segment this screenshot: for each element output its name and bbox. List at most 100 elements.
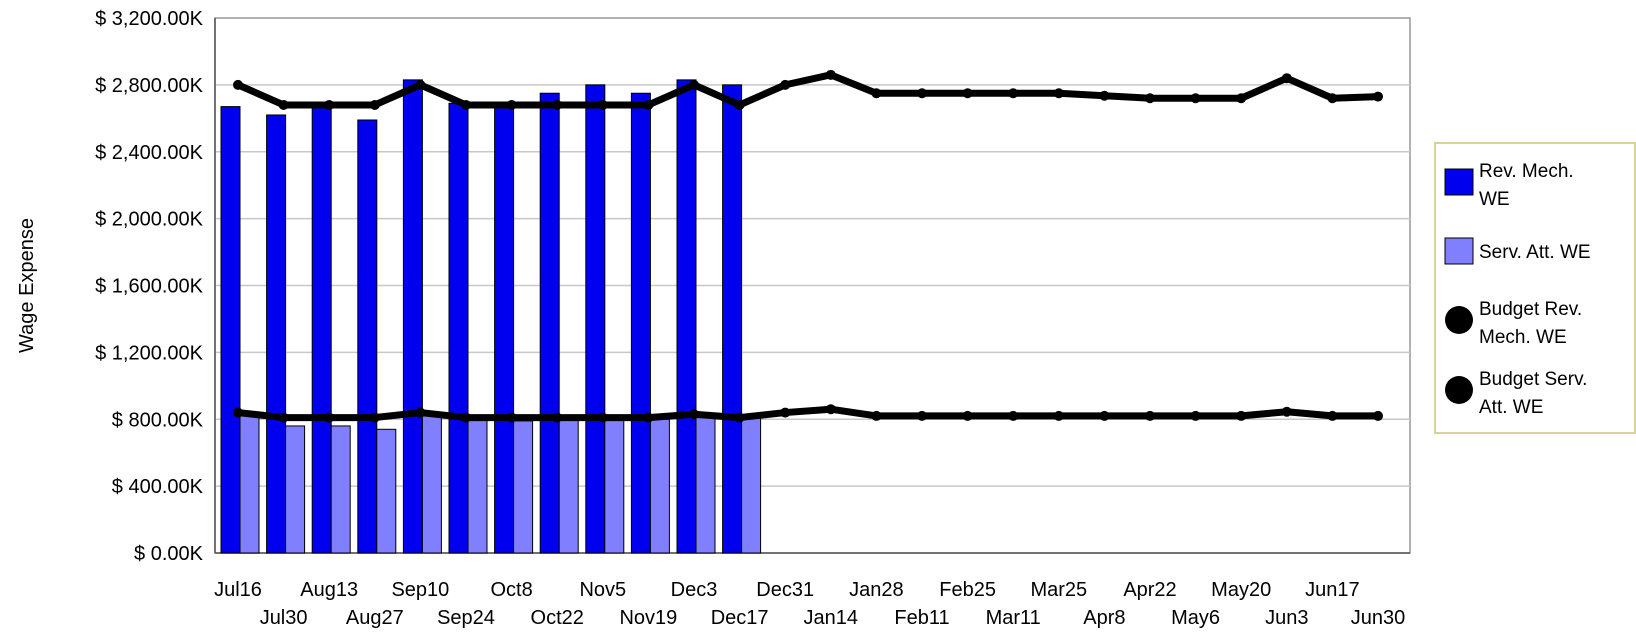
bar-rev-mech <box>722 84 743 554</box>
point-budget-rev-mech <box>689 79 699 90</box>
point-budget-serv-att <box>461 412 471 423</box>
bar-serv-att <box>513 420 534 554</box>
x-tick-label: Feb11 <box>894 607 949 629</box>
legend-label: Budget Rev. <box>1479 299 1582 320</box>
point-budget-serv-att <box>1053 410 1064 421</box>
legend-label: Serv. Att. WE <box>1479 242 1591 263</box>
point-budget-rev-mech <box>369 99 380 110</box>
bar-rev-mech <box>630 92 651 554</box>
point-budget-rev-mech <box>643 99 654 110</box>
point-budget-serv-att <box>415 407 426 418</box>
point-budget-rev-mech <box>278 99 289 110</box>
point-budget-rev-mech <box>962 88 973 99</box>
x-tick-label: Mar25 <box>1030 579 1087 601</box>
point-budget-serv-att <box>369 412 380 423</box>
x-tick-label: Dec17 <box>711 607 769 629</box>
x-tick-label: Jan14 <box>804 607 859 629</box>
bar-rev-mech <box>676 79 697 554</box>
x-tick-label: Jul30 <box>260 607 308 629</box>
x-tick-label: Mar11 <box>986 607 1041 629</box>
x-tick-label: Jun30 <box>1351 607 1406 629</box>
x-tick-label: Sep24 <box>437 607 495 629</box>
point-budget-rev-mech <box>552 99 563 110</box>
x-tick-label: Aug13 <box>300 579 358 601</box>
legend-label: WE <box>1479 189 1510 210</box>
legend-label: Att. WE <box>1479 397 1543 418</box>
legend-label: Budget Serv. <box>1479 369 1587 390</box>
y-tick-label: $ 0.00K <box>134 543 204 565</box>
point-budget-rev-mech <box>461 99 471 110</box>
point-budget-rev-mech <box>415 79 426 90</box>
bar-serv-att <box>376 428 397 554</box>
bar-serv-att <box>558 418 579 554</box>
point-budget-rev-mech <box>233 79 243 90</box>
point-budget-rev-mech <box>780 79 791 90</box>
point-budget-serv-att <box>1281 406 1292 417</box>
x-tick-label: Jan28 <box>849 579 904 601</box>
point-budget-serv-att <box>962 410 973 421</box>
point-budget-rev-mech <box>506 99 517 110</box>
point-budget-serv-att <box>1008 410 1019 421</box>
y-tick-label: $ 2,400.00K <box>95 142 204 164</box>
point-budget-rev-mech <box>917 88 927 99</box>
bar-serv-att <box>239 415 260 554</box>
point-budget-serv-att <box>1190 410 1201 421</box>
y-tick-label: $ 800.00K <box>112 409 204 431</box>
bar-rev-mech <box>266 114 287 554</box>
line-budget-serv-att <box>234 405 1382 422</box>
x-tick-label: Nov5 <box>579 579 626 601</box>
point-budget-serv-att <box>1099 410 1110 421</box>
bar-rev-mech <box>585 84 606 554</box>
x-tick-label: Dec3 <box>671 579 718 601</box>
legend-swatch <box>1444 237 1474 265</box>
point-budget-serv-att <box>825 404 836 415</box>
legend-label: Rev. Mech. <box>1479 161 1574 182</box>
y-tick-label: $ 3,200.00K <box>95 8 204 30</box>
bar-serv-att <box>741 417 762 554</box>
bar-rev-mech <box>539 92 560 554</box>
point-budget-serv-att <box>780 407 791 418</box>
x-tick-label: Jul16 <box>214 579 262 601</box>
point-budget-serv-att <box>689 409 699 420</box>
y-tick-label: $ 2,000.00K <box>95 209 204 231</box>
x-tick-label: Apr22 <box>1123 579 1176 601</box>
bar-rev-mech <box>357 119 378 554</box>
point-budget-rev-mech <box>825 69 836 80</box>
bar-rev-mech <box>311 102 332 554</box>
legend-label: Mech. WE <box>1479 327 1567 348</box>
bar-rev-mech <box>494 102 515 554</box>
x-tick-label: May20 <box>1211 579 1271 601</box>
point-budget-serv-att <box>597 412 608 423</box>
legend-marker <box>1445 306 1473 334</box>
point-budget-rev-mech <box>1236 93 1247 104</box>
point-budget-rev-mech <box>1327 93 1338 104</box>
point-budget-serv-att <box>643 412 654 423</box>
point-budget-rev-mech <box>1190 93 1201 104</box>
point-budget-serv-att <box>506 412 517 423</box>
bar-serv-att <box>604 418 625 554</box>
bar-serv-att <box>285 425 306 554</box>
point-budget-serv-att <box>871 410 882 421</box>
bar-serv-att <box>421 415 442 554</box>
point-budget-serv-att <box>233 407 243 418</box>
x-tick-label: May6 <box>1171 607 1220 629</box>
bar-serv-att <box>649 418 670 554</box>
point-budget-rev-mech <box>1145 93 1155 104</box>
legend-marker <box>1445 376 1473 404</box>
bar-serv-att <box>330 425 351 554</box>
point-budget-serv-att <box>917 410 927 421</box>
y-tick-label: $ 1,200.00K <box>95 342 204 364</box>
point-budget-rev-mech <box>324 99 335 110</box>
point-budget-serv-att <box>552 412 563 423</box>
y-tick-label: $ 400.00K <box>112 476 204 498</box>
bar-rev-mech <box>220 106 241 554</box>
x-tick-label: Oct8 <box>490 579 532 601</box>
point-budget-serv-att <box>278 412 289 423</box>
y-tick-label: $ 1,600.00K <box>95 276 204 298</box>
point-budget-serv-att <box>734 412 745 423</box>
bar-rev-mech <box>402 79 423 554</box>
y-tick-label: $ 2,800.00K <box>95 75 204 97</box>
x-tick-label: Jun3 <box>1265 607 1308 629</box>
point-budget-serv-att <box>1327 410 1338 421</box>
